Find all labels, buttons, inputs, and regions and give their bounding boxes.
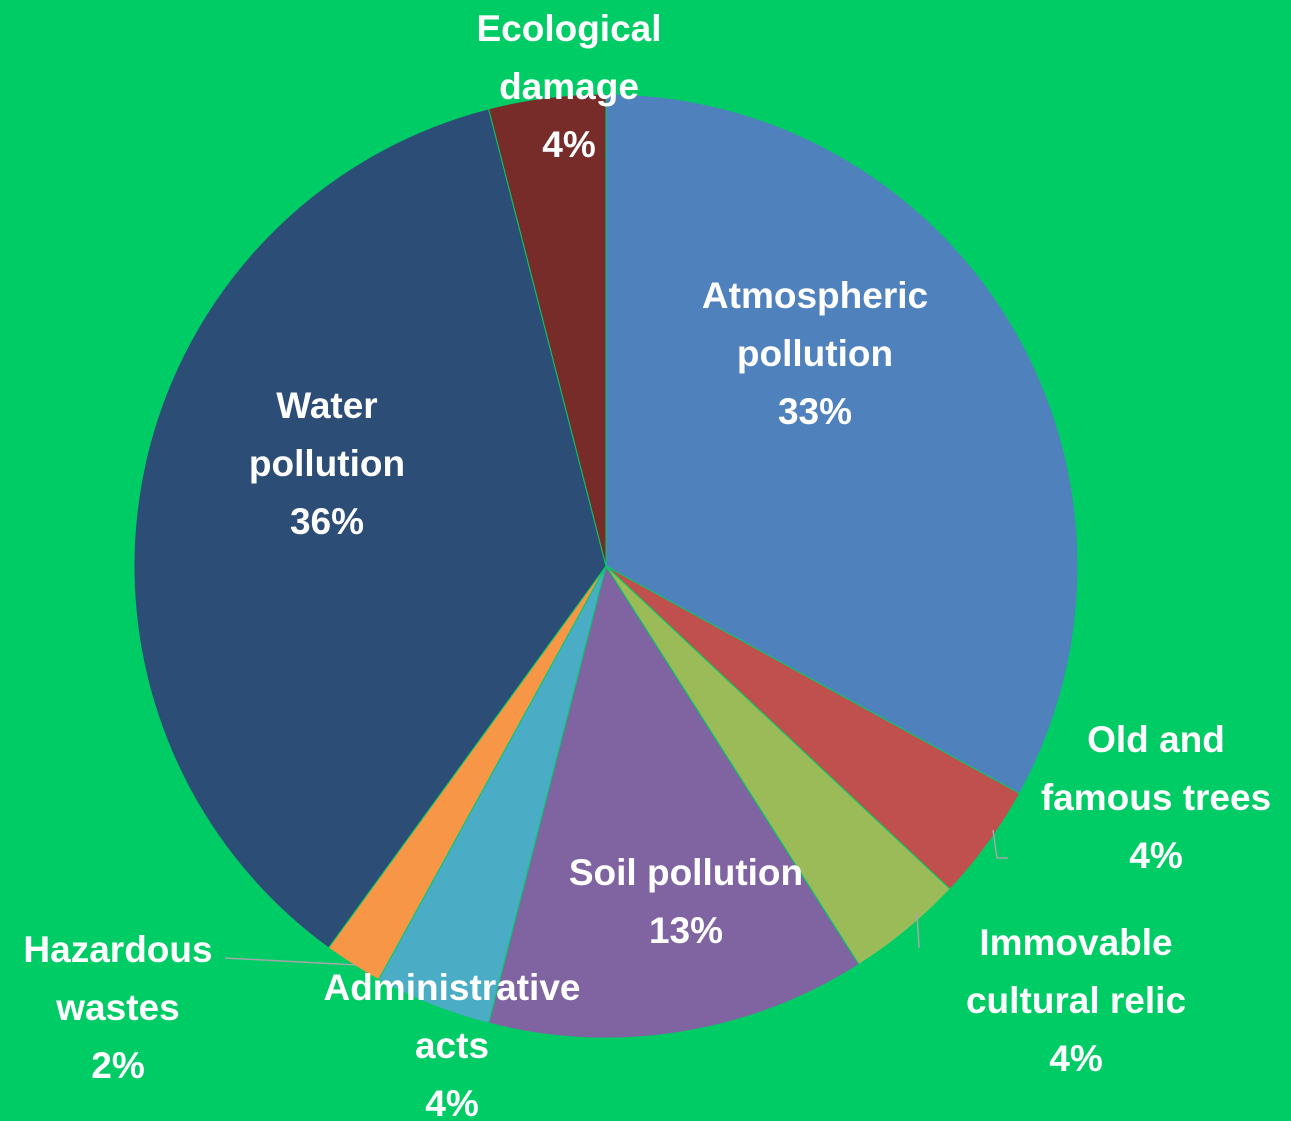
slice-name-line: acts	[415, 1025, 489, 1066]
slice-name-line: pollution	[249, 443, 405, 484]
slice-name-line: pollution	[737, 333, 893, 374]
slice-name-line: Administrative	[323, 967, 580, 1008]
slice-percent-label: 2%	[91, 1045, 144, 1086]
leader-line-2	[916, 912, 920, 949]
slice-percent-label: 36%	[290, 501, 364, 542]
leader-lines	[224, 829, 1008, 966]
slice-name-line: Atmospheric	[702, 275, 928, 316]
leader-line-5	[224, 957, 357, 966]
slice-label-3: Soil pollution 13%	[569, 852, 803, 951]
slice-label-5: Hazardous wastes 2%	[23, 929, 212, 1086]
slice-name-line: Water	[276, 385, 377, 426]
slice-name-line: damage	[499, 66, 639, 107]
pie-slice-3	[488, 564, 860, 1039]
pie-slice-0	[605, 93, 1079, 795]
slice-name-line: Hazardous	[23, 929, 212, 970]
slice-name-line: wastes	[55, 987, 179, 1028]
slice-percent-label: 4%	[1049, 1038, 1102, 1079]
pie-slices	[133, 93, 1079, 1039]
slice-label-6: Water pollution 36%	[249, 385, 405, 542]
leader-line-1	[992, 829, 1008, 859]
slice-label-4: Administrative acts 4%	[323, 967, 580, 1121]
slice-label-0: Atmospheric pollution 33%	[702, 275, 928, 432]
slice-name-line: famous trees	[1041, 777, 1271, 818]
slice-labels: Atmospheric pollution 33% Old and famous tre…	[23, 8, 1271, 1121]
slice-percent-label: 33%	[778, 391, 852, 432]
slice-label-1: Old and famous trees 4%	[1041, 719, 1271, 876]
slice-name-line: cultural relic	[966, 980, 1186, 1021]
pie-slice-6	[133, 108, 607, 949]
slice-name-line: Soil pollution	[569, 852, 803, 893]
slice-name-line: Old and	[1087, 719, 1225, 760]
slice-percent-label: 4%	[1129, 835, 1182, 876]
slice-label-2: Immovable cultural relic 4%	[966, 922, 1186, 1079]
slice-label-7: Ecological damage 4%	[476, 8, 661, 165]
slice-percent-label: 13%	[649, 910, 723, 951]
slice-percent-label: 4%	[425, 1083, 478, 1121]
slice-percent-label: 4%	[542, 124, 595, 165]
slice-name-line: Ecological	[476, 8, 661, 49]
slice-name-line: Immovable	[979, 922, 1172, 963]
pie-slice-7	[488, 93, 607, 567]
